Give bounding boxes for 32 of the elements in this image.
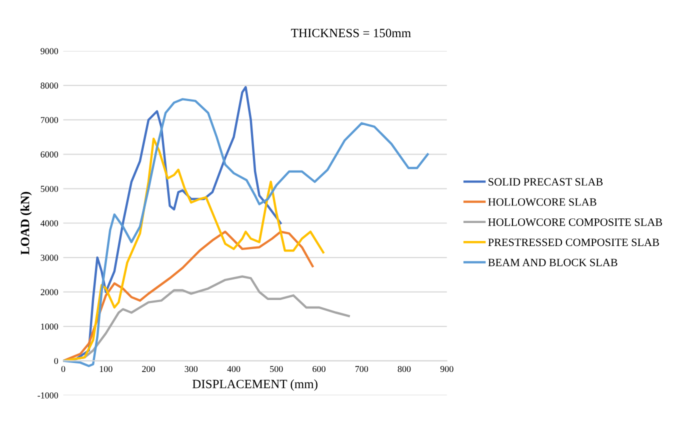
line-series: [63, 98, 429, 368]
line-series: [63, 230, 314, 362]
y-axis-title: LOAD (kN): [20, 192, 32, 255]
x-tick-label: 900: [440, 366, 454, 372]
y-tick-label: 4000: [40, 220, 58, 226]
x-tick-label: 300: [184, 366, 198, 372]
x-tick-label: 800: [398, 366, 411, 372]
x-tick-label: 0: [61, 366, 66, 372]
line-series: [63, 138, 324, 362]
y-tick-label: 2000: [40, 289, 58, 296]
y-tick-label: 3000: [40, 254, 58, 261]
x-tick-label: 100: [100, 366, 112, 372]
legend-label: HOLLOWCORE SLAB: [488, 198, 596, 206]
x-tick-label: 200: [142, 366, 155, 372]
y-tick-label: -1000: [38, 392, 58, 398]
x-axis-title: DISPLACEMENT (mm): [192, 379, 318, 391]
legend-label: BEAM AND BLOCK SLAB: [488, 258, 618, 266]
y-tick-label: 7000: [40, 116, 58, 124]
y-tick-label: 1000: [41, 324, 58, 330]
y-tick-label: 8000: [40, 82, 58, 89]
x-tick-label: 700: [355, 366, 368, 372]
y-tick-label: 5000: [40, 186, 58, 192]
legend-label: HOLLOWCORE COMPOSITE SLAB: [488, 218, 662, 226]
y-tick-label: 9000: [40, 48, 58, 54]
x-tick-label: 400: [227, 366, 240, 372]
legend-label: SOLID PRECAST SLAB: [488, 178, 603, 186]
x-tick-label: 500: [270, 366, 283, 372]
x-tick-label: 600: [312, 366, 326, 372]
legend-label: PRESTRESSED COMPOSITE SLAB: [488, 238, 659, 246]
y-tick-label: 6000: [40, 151, 58, 158]
y-tick-label: 0: [54, 358, 58, 364]
chart-title: THICKNESS = 150mm: [291, 28, 411, 38]
